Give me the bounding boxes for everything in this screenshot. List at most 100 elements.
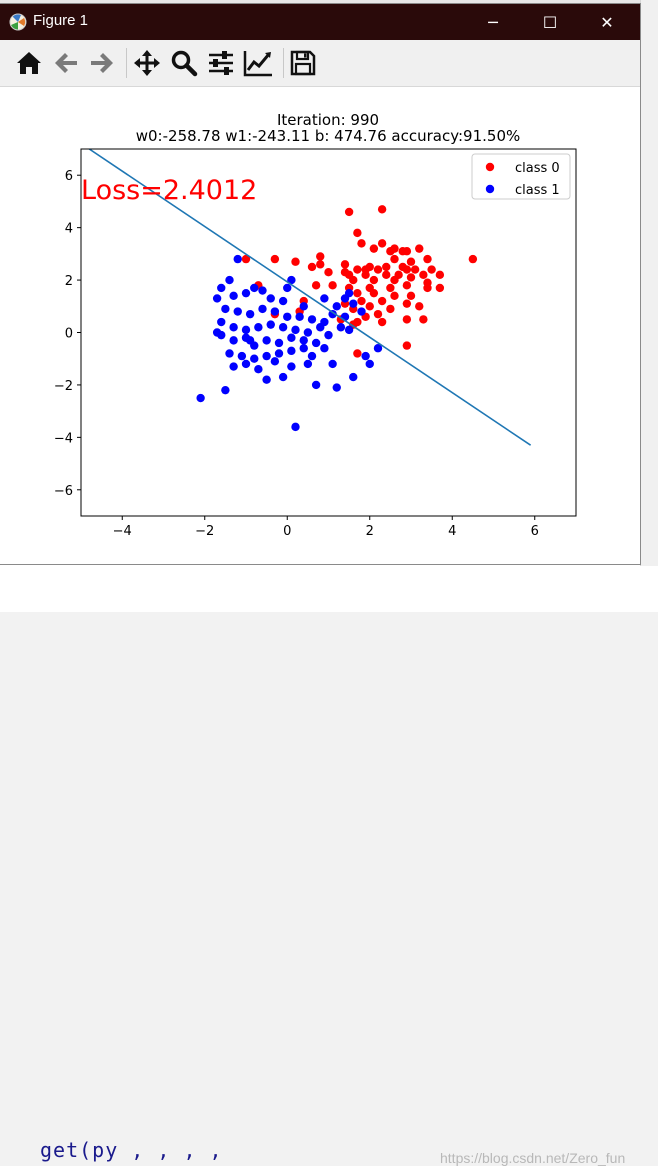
legend-label: class 1 — [515, 183, 560, 198]
class1-point — [278, 372, 288, 382]
figure-canvas[interactable]: Iteration: 990 w0:-258.78 w1:-243.11 b: … — [0, 87, 640, 564]
class1-point — [270, 307, 280, 316]
class1-point — [291, 422, 300, 432]
class0-point — [402, 247, 412, 256]
app-icon — [9, 13, 27, 31]
x-tick-label: 2 — [366, 524, 374, 539]
maximize-button[interactable]: ☐ — [542, 12, 558, 32]
home-icon — [17, 52, 41, 74]
class1-point — [283, 283, 292, 293]
close-button[interactable]: ✕ — [600, 12, 614, 32]
configure-subplots-button[interactable] — [205, 47, 237, 79]
edit-axis-button[interactable] — [242, 47, 274, 79]
window-title: Figure 1 — [33, 12, 89, 29]
class1-point — [270, 357, 280, 366]
class1-point — [328, 309, 337, 319]
scatter-plot: Iteration: 990 w0:-258.78 w1:-243.11 b: … — [54, 111, 577, 539]
class0-point — [415, 244, 424, 253]
class1-point — [307, 351, 317, 361]
class0-point — [419, 315, 428, 324]
y-tick-label: −6 — [54, 484, 73, 499]
decision-line-layer — [88, 149, 532, 446]
class0-point — [435, 270, 445, 280]
class0-point — [344, 207, 354, 217]
class1-point — [295, 312, 304, 321]
class1-point — [229, 323, 238, 332]
class1-point — [258, 304, 267, 314]
class1-point — [336, 323, 346, 332]
class1-point — [291, 325, 300, 335]
save-button[interactable] — [287, 47, 319, 79]
class0-point — [357, 296, 366, 306]
y-tick-label: −2 — [54, 379, 73, 394]
y-tick-label: 6 — [65, 169, 73, 184]
class1-point — [254, 365, 263, 374]
pan-icon — [134, 50, 160, 76]
zoom-button[interactable] — [168, 47, 200, 79]
class1-point — [196, 393, 205, 403]
class0-point — [241, 254, 251, 264]
class1-point — [287, 275, 296, 285]
class0-point — [349, 275, 358, 285]
x-tick-label: −2 — [195, 524, 214, 539]
class0-point — [377, 239, 387, 248]
pan-button[interactable] — [131, 47, 163, 79]
y-tick-label: 2 — [65, 274, 73, 289]
class1-point — [245, 336, 255, 345]
class0-point — [316, 252, 325, 261]
class0-point — [377, 205, 387, 214]
editor-bottom-area: get(py , , , , https://blog.csdn.net/Zer… — [0, 566, 658, 1166]
class1-point — [299, 336, 308, 345]
editor-scrollbar[interactable] — [640, 0, 658, 612]
class1-point — [287, 333, 296, 342]
class1-point — [241, 288, 251, 298]
class1-point — [241, 359, 251, 369]
class0-point — [402, 299, 412, 308]
class0-point — [357, 239, 366, 248]
x-tick-label: −4 — [113, 524, 132, 539]
home-button[interactable] — [13, 47, 45, 79]
class0-point — [291, 257, 300, 266]
class1-point — [278, 296, 288, 306]
class0-point — [353, 228, 362, 238]
y-tick-label: 4 — [65, 222, 73, 237]
x-tick-label: 6 — [531, 524, 539, 539]
legend: class 0 class 1 — [471, 153, 571, 200]
class1-point — [274, 349, 284, 358]
class1-point — [324, 330, 333, 340]
class1-point — [349, 299, 358, 308]
class1-point — [332, 383, 341, 392]
class1-point — [311, 338, 321, 348]
class0-point — [307, 262, 317, 272]
class1-point — [373, 344, 383, 353]
class1-point — [320, 294, 329, 303]
class0-point — [435, 283, 445, 293]
class0-point — [398, 262, 407, 272]
class1-point — [217, 317, 226, 327]
class0-point — [386, 304, 395, 314]
class1-point — [221, 304, 230, 314]
class1-point — [278, 323, 288, 332]
back-button[interactable] — [50, 47, 82, 79]
zoom-icon — [171, 50, 198, 77]
class1-point — [349, 372, 358, 382]
class1-point — [241, 325, 251, 335]
class0-point — [419, 270, 428, 280]
class0-point — [402, 341, 412, 350]
legend-label: class 0 — [515, 161, 560, 176]
class1-point — [299, 302, 308, 311]
class0-point — [468, 254, 478, 264]
toolbar-separator — [126, 48, 127, 78]
class0-point — [311, 281, 321, 290]
class1-point — [258, 286, 267, 295]
class0-point — [386, 283, 395, 293]
class1-point — [225, 275, 234, 285]
class1-point — [365, 359, 374, 369]
forward-button[interactable] — [86, 47, 118, 79]
class1-point — [328, 359, 337, 369]
class1-point — [303, 359, 313, 369]
minimize-button[interactable]: ─ — [488, 12, 498, 32]
class1-point — [320, 344, 329, 353]
decision-line — [88, 149, 532, 446]
class1-point — [233, 254, 242, 264]
